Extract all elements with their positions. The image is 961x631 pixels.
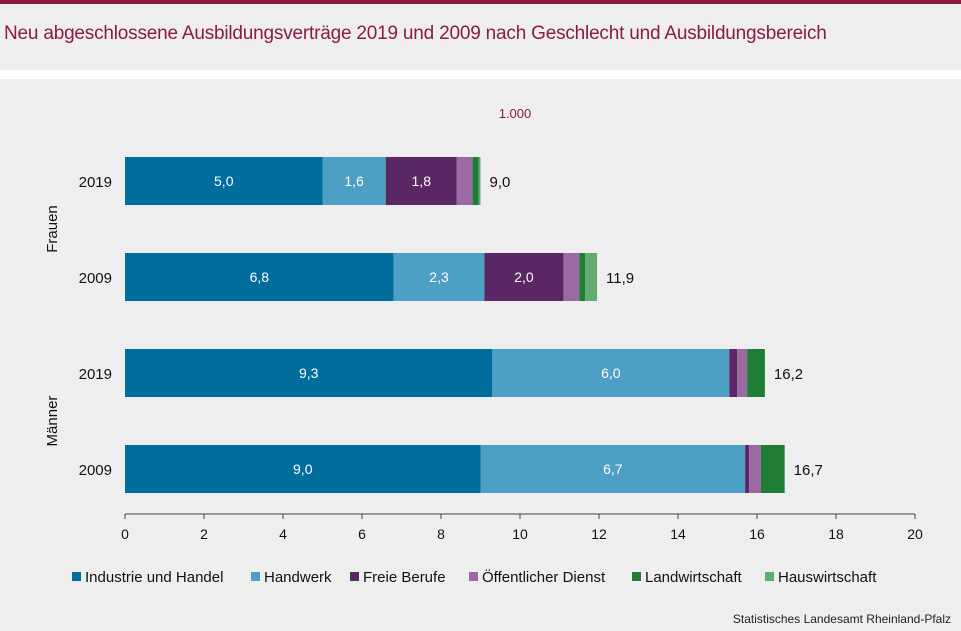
x-tick-label: 20 xyxy=(907,526,923,542)
legend-swatch xyxy=(350,572,359,581)
bar-segment-frauen-2009-3 xyxy=(484,253,564,301)
x-tick-label: 12 xyxy=(591,526,607,542)
x-tick-label: 16 xyxy=(749,526,765,542)
legend-swatch xyxy=(469,572,478,581)
bar-segment-frauen-2019-5 xyxy=(472,157,479,205)
legend-label: Industrie und Handel xyxy=(85,569,223,586)
row-label-2019: 2019 xyxy=(79,174,112,191)
legend-label: Freie Berufe xyxy=(363,569,446,586)
bar-value-label: 6,7 xyxy=(603,461,623,477)
bar-value-label: 9,0 xyxy=(293,461,313,477)
bar-total-label: 16,2 xyxy=(774,366,803,383)
bar-segment-männer-2009-1 xyxy=(125,445,481,493)
x-tick-label: 6 xyxy=(358,526,366,542)
x-tick-label: 8 xyxy=(437,526,445,542)
legend-swatch xyxy=(765,572,774,581)
bar-segment-frauen-2009-6 xyxy=(585,253,598,301)
legend-swatch xyxy=(72,572,81,581)
bar-segment-frauen-2009-5 xyxy=(579,253,586,301)
bar-value-label: 1,6 xyxy=(344,173,364,189)
bars-layer: 5,0 1,6 1,8 9,0 6,8 2,3 2,0 11,9 9,3 6,0 16,2 9,0 6,… xyxy=(125,157,823,493)
row-label-2009: 2009 xyxy=(79,270,112,287)
row-label-2009: 2009 xyxy=(79,462,112,479)
bar-total-label: 16,7 xyxy=(794,462,823,479)
x-axis: 0 2 4 6 8 10 12 14 16 18 20 xyxy=(121,513,923,542)
row-label-2019: 2019 xyxy=(79,366,112,383)
legend-swatch xyxy=(632,572,641,581)
bar-total-label: 11,9 xyxy=(606,270,634,287)
bar-segment-frauen-2009-2 xyxy=(393,253,485,301)
bar-segment-frauen-2019-4 xyxy=(456,157,473,205)
group-label-männer: Männer xyxy=(44,396,61,447)
bar-segment-männer-2009-2 xyxy=(480,445,746,493)
header-band xyxy=(0,4,961,70)
bar-segment-männer-2009-5 xyxy=(760,445,785,493)
x-tick-label: 2 xyxy=(200,526,208,542)
bar-value-label: 9,3 xyxy=(299,365,319,381)
bar-segment-männer-2009-4 xyxy=(749,445,761,493)
legend-label: Landwirtschaft xyxy=(645,569,743,586)
bar-segment-männer-2019-4 xyxy=(737,349,748,397)
bar-value-label: 6,0 xyxy=(601,365,621,381)
bar-segment-männer-2019-5 xyxy=(747,349,765,397)
bar-segment-männer-2019-1 xyxy=(125,349,493,397)
group-label-frauen: Frauen xyxy=(44,205,61,253)
legend-swatch xyxy=(251,572,260,581)
bar-total-label: 9,0 xyxy=(490,174,511,191)
bar-value-label: 1,8 xyxy=(412,173,432,189)
header-separator xyxy=(0,70,961,79)
x-tick-label: 14 xyxy=(670,526,686,542)
unit-label: 1.000 xyxy=(499,106,532,121)
bar-value-label: 6,8 xyxy=(250,269,270,285)
x-tick-label: 18 xyxy=(828,526,844,542)
x-tick-label: 10 xyxy=(512,526,528,542)
x-tick-label: 4 xyxy=(279,526,287,542)
legend-label: Handwerk xyxy=(264,569,332,586)
top-accent-line xyxy=(0,0,961,4)
bar-segment-frauen-2019-3 xyxy=(385,157,457,205)
source-note: Statistisches Landesamt Rheinland-Pfalz xyxy=(732,612,951,626)
chart-title: Neu abgeschlossene Ausbildungsverträge 2… xyxy=(4,23,827,44)
legend: Industrie und Handel Handwerk Freie Berufe… xyxy=(72,568,877,586)
bar-value-label: 2,0 xyxy=(514,269,534,285)
legend-label: Hauswirtschaft xyxy=(778,569,877,586)
bar-segment-frauen-2009-4 xyxy=(563,253,580,301)
bar-segment-männer-2019-3 xyxy=(729,349,738,397)
bar-segment-frauen-2019-2 xyxy=(322,157,386,205)
bar-segment-frauen-2019-1 xyxy=(125,157,323,205)
bar-segment-männer-2019-2 xyxy=(492,349,730,397)
category-labels: 2019 2009 Frauen 2019 2009 Männer xyxy=(44,174,112,479)
x-tick-label: 0 xyxy=(121,526,129,542)
bar-segment-frauen-2009-1 xyxy=(125,253,394,301)
bar-value-label: 2,3 xyxy=(429,269,449,285)
bar-segment-frauen-2019-6 xyxy=(478,157,481,205)
legend-label: Öffentlicher Dienst xyxy=(482,568,606,586)
bar-segment-männer-2009-3 xyxy=(745,445,750,493)
bar-value-label: 5,0 xyxy=(214,173,234,189)
